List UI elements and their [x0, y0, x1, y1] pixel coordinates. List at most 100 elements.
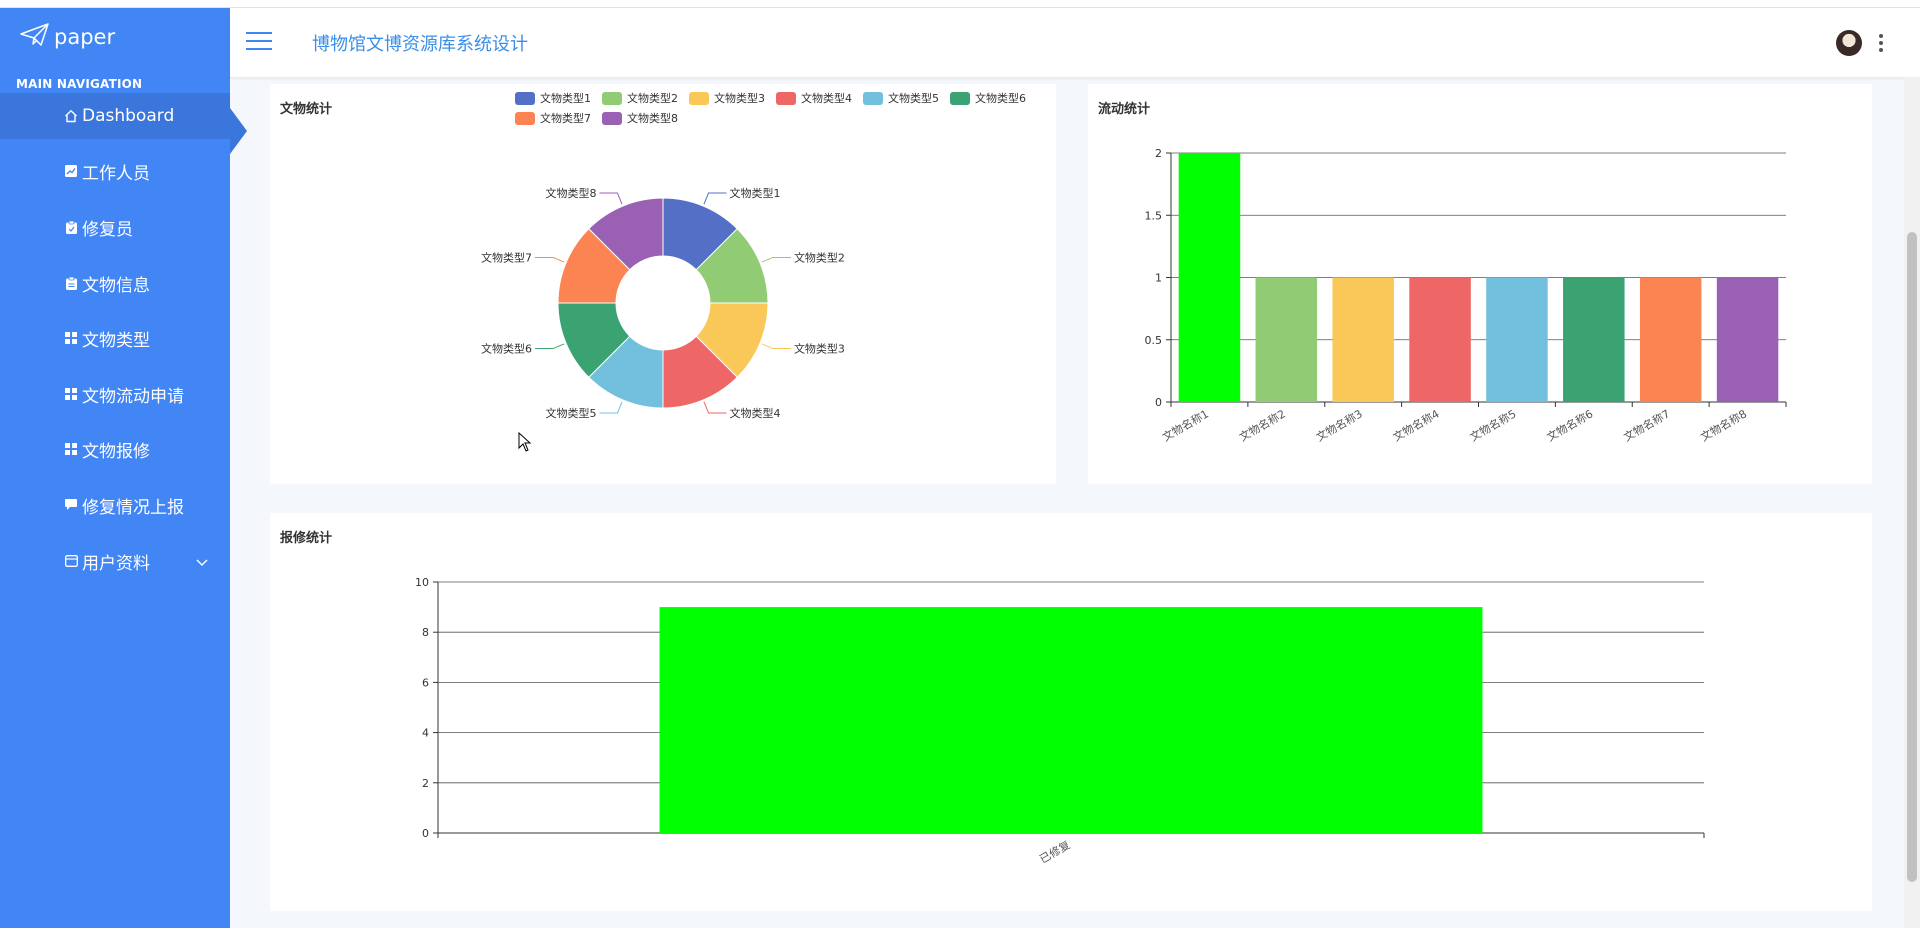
paper-plane-icon	[20, 23, 50, 51]
sidebar: paper MAIN NAVIGATION Dashboard 工作人员 修复员…	[0, 8, 247, 928]
legend-item[interactable]: 文物类型1	[515, 88, 591, 108]
x-tick-label: 文物名称4	[1390, 406, 1441, 444]
mouse-cursor-icon	[518, 431, 532, 456]
legend-swatch	[602, 111, 622, 125]
sidebar-item-label: 文物报修	[82, 441, 150, 462]
slice-label: 文物类型4	[730, 406, 781, 420]
legend-label: 文物类型8	[627, 112, 678, 125]
slice-label: 文物类型5	[545, 406, 596, 420]
y-tick-label: 0.5	[1145, 334, 1163, 347]
bar[interactable]	[1563, 277, 1625, 403]
top-header: 博物馆文博资源库系统设计	[230, 8, 1920, 78]
brand-logo[interactable]: paper	[20, 22, 115, 52]
flow-stats-card: 流动统计 0 0.5 1 1.5 2 文物名称1 文物名称2 文物名称3 文物名称4 文物名称5 文…	[1088, 84, 1872, 484]
y-tick-label: 1.5	[1145, 209, 1163, 222]
sidebar-item-label: 用户资料	[82, 553, 150, 574]
comment-icon	[64, 498, 78, 512]
grid-icon	[64, 387, 78, 401]
legend-swatch	[776, 91, 796, 105]
slice-label-line	[535, 343, 565, 350]
legend-label: 文物类型2	[627, 92, 678, 105]
x-tick-label: 文物名称5	[1467, 406, 1518, 444]
flow-bar-chart: 0 0.5 1 1.5 2 文物名称1 文物名称2 文物名称3 文物名称4 文物名称5 文物名称6 文…	[1145, 147, 1787, 444]
sidebar-item-label: 文物类型	[82, 330, 150, 351]
legend-item[interactable]: 文物类型6	[950, 88, 1026, 108]
legend-item[interactable]: 文物类型8	[602, 108, 678, 128]
brand-name: paper	[54, 25, 116, 49]
grid-icon	[64, 331, 78, 345]
pie-slice[interactable]	[588, 197, 664, 271]
clipboard-icon	[64, 220, 78, 234]
y-tick-label: 2	[1155, 147, 1162, 160]
legend-item[interactable]: 文物类型5	[863, 88, 939, 108]
legend-item[interactable]: 文物类型2	[602, 88, 678, 108]
menu-toggle-icon[interactable]	[246, 32, 272, 52]
clipboard-icon	[64, 276, 78, 290]
scrollbar-thumb[interactable]	[1907, 232, 1917, 882]
sidebar-item-label: 修复员	[82, 219, 133, 240]
slice-label-line	[535, 256, 565, 263]
sidebar-item-user-profile[interactable]: 用户资料	[0, 538, 230, 584]
legend-label: 文物类型7	[540, 112, 591, 125]
slice-label: 文物类型7	[481, 250, 532, 264]
sidebar-item-label: Dashboard	[82, 106, 175, 126]
x-tick-label: 文物名称7	[1621, 406, 1672, 444]
legend-swatch	[602, 91, 622, 105]
bar[interactable]	[1178, 153, 1241, 402]
sidebar-item-staff[interactable]: 工作人员	[0, 148, 230, 194]
page-title: 博物馆文博资源库系统设计	[312, 34, 528, 55]
slice-label-line	[761, 256, 791, 263]
legend-label: 文物类型5	[888, 92, 939, 105]
legend-item[interactable]: 文物类型4	[776, 88, 852, 108]
sidebar-item-flow-request[interactable]: 文物流动申请	[0, 371, 230, 417]
sidebar-item-relic-type[interactable]: 文物类型	[0, 315, 230, 361]
chart-title: 流动统计	[1098, 102, 1151, 117]
sidebar-item-label: 文物信息	[82, 275, 150, 296]
slice-label: 文物类型8	[545, 186, 596, 200]
sidebar-item-repair-request[interactable]: 文物报修	[0, 426, 230, 472]
legend-swatch	[515, 91, 535, 105]
grid-icon	[64, 442, 78, 456]
bar[interactable]	[1716, 277, 1779, 403]
legend-item[interactable]: 文物类型3	[689, 88, 765, 108]
relic-stats-card: 文物统计 文物类型1 文物类型2 文物类型3 文物类型4 文物类型5 文物类型6 文物类型7…	[270, 84, 1056, 484]
chart-icon	[64, 164, 78, 178]
bar[interactable]	[659, 607, 1483, 833]
id-card-icon	[64, 554, 78, 568]
sidebar-item-relic-info[interactable]: 文物信息	[0, 260, 230, 306]
legend-label: 文物类型1	[540, 92, 591, 105]
bar[interactable]	[1332, 277, 1394, 403]
donut-chart: 文物类型1 文物类型2 文物类型3 文物类型4 文物类型5 文物类型6 文物类型7 文物类型8	[481, 186, 845, 420]
bar[interactable]	[1255, 277, 1318, 403]
avatar[interactable]	[1836, 30, 1862, 56]
bar[interactable]	[1409, 277, 1471, 403]
window-top-border	[0, 0, 1920, 8]
repair-stats-card: 报修统计 0 2 4 6 8 10 已修复	[270, 513, 1872, 911]
slice-label: 文物类型2	[794, 250, 845, 264]
x-tick-label: 文物名称1	[1160, 406, 1211, 444]
slice-label: 文物类型3	[794, 342, 845, 356]
chart-legend: 文物类型1 文物类型2 文物类型3 文物类型4 文物类型5 文物类型6 文物类型7 文物类型8	[515, 88, 1055, 128]
chevron-down-icon[interactable]	[196, 552, 208, 572]
slice-label-line	[599, 401, 623, 414]
legend-swatch	[515, 111, 535, 125]
sidebar-item-label: 修复情况上报	[82, 497, 184, 518]
legend-item[interactable]: 文物类型7	[515, 108, 591, 128]
legend-label: 文物类型4	[801, 92, 852, 105]
sidebar-item-repair-report[interactable]: 修复情况上报	[0, 482, 230, 528]
bar[interactable]	[1639, 277, 1702, 403]
sidebar-item-dashboard[interactable]: Dashboard	[0, 93, 230, 139]
slice-label-line	[703, 401, 727, 414]
legend-label: 文物类型6	[975, 92, 1026, 105]
slice-label: 文物类型6	[481, 342, 532, 356]
y-tick-label: 2	[422, 777, 429, 790]
legend-label: 文物类型3	[714, 92, 765, 105]
chart-title: 报修统计	[280, 531, 333, 546]
y-tick-label: 6	[422, 676, 429, 689]
slice-label: 文物类型1	[730, 186, 781, 200]
more-vertical-icon[interactable]	[1878, 32, 1884, 54]
sidebar-item-restorer[interactable]: 修复员	[0, 204, 230, 250]
bar[interactable]	[1486, 277, 1548, 403]
x-tick-label: 文物名称2	[1237, 406, 1288, 444]
x-tick-label: 文物名称8	[1698, 406, 1749, 444]
